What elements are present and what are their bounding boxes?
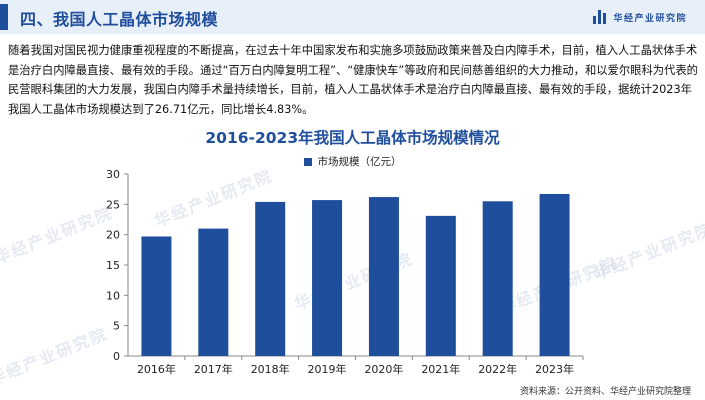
header-accent-bar	[0, 4, 8, 30]
y-tick-label: 25	[106, 198, 120, 211]
brand-logo: 华经产业研究院	[593, 10, 687, 24]
body-paragraph: 随着我国对国民视力健康重视程度的不断提高，在过去十年中国家发布和实施多项鼓励政策…	[8, 44, 698, 116]
section-title: 四、我国人工晶体市场规模	[20, 10, 219, 29]
y-tick-label: 20	[106, 229, 120, 242]
bar	[425, 215, 456, 356]
section-header: 四、我国人工晶体市场规模 华经产业研究院	[0, 0, 705, 34]
y-tick-label: 15	[106, 259, 120, 272]
x-tick-label: 2023年	[535, 362, 574, 376]
bar	[141, 236, 172, 356]
x-tick-label: 2018年	[251, 362, 290, 376]
y-tick-label: 0	[113, 350, 120, 363]
chart-title: 2016-2023年我国人工晶体市场规模情况	[205, 129, 500, 147]
legend-swatch	[303, 157, 312, 166]
legend-label: 市场规模（亿元）	[317, 156, 402, 168]
x-tick-label: 2021年	[421, 362, 460, 376]
bar	[368, 197, 399, 356]
bar	[482, 201, 513, 356]
x-tick-label: 2016年	[137, 362, 176, 376]
x-tick-label: 2020年	[364, 362, 403, 376]
x-tick-label: 2019年	[308, 362, 347, 376]
bar	[312, 200, 343, 356]
bar	[539, 193, 570, 356]
x-tick-label: 2017年	[194, 362, 233, 376]
y-tick-label: 30	[106, 168, 120, 181]
chart-legend: 市场规模（亿元）	[0, 154, 705, 169]
source-note: 资料来源：公开资料、华经产业研究院整理	[519, 387, 691, 397]
y-tick-label: 10	[106, 289, 120, 302]
logo-bars-icon	[593, 10, 609, 24]
y-tick-label: 5	[113, 320, 120, 333]
bar	[255, 201, 286, 356]
x-tick-label: 2022年	[478, 362, 517, 376]
bar	[198, 228, 229, 356]
logo-text: 华经产业研究院	[613, 13, 687, 24]
